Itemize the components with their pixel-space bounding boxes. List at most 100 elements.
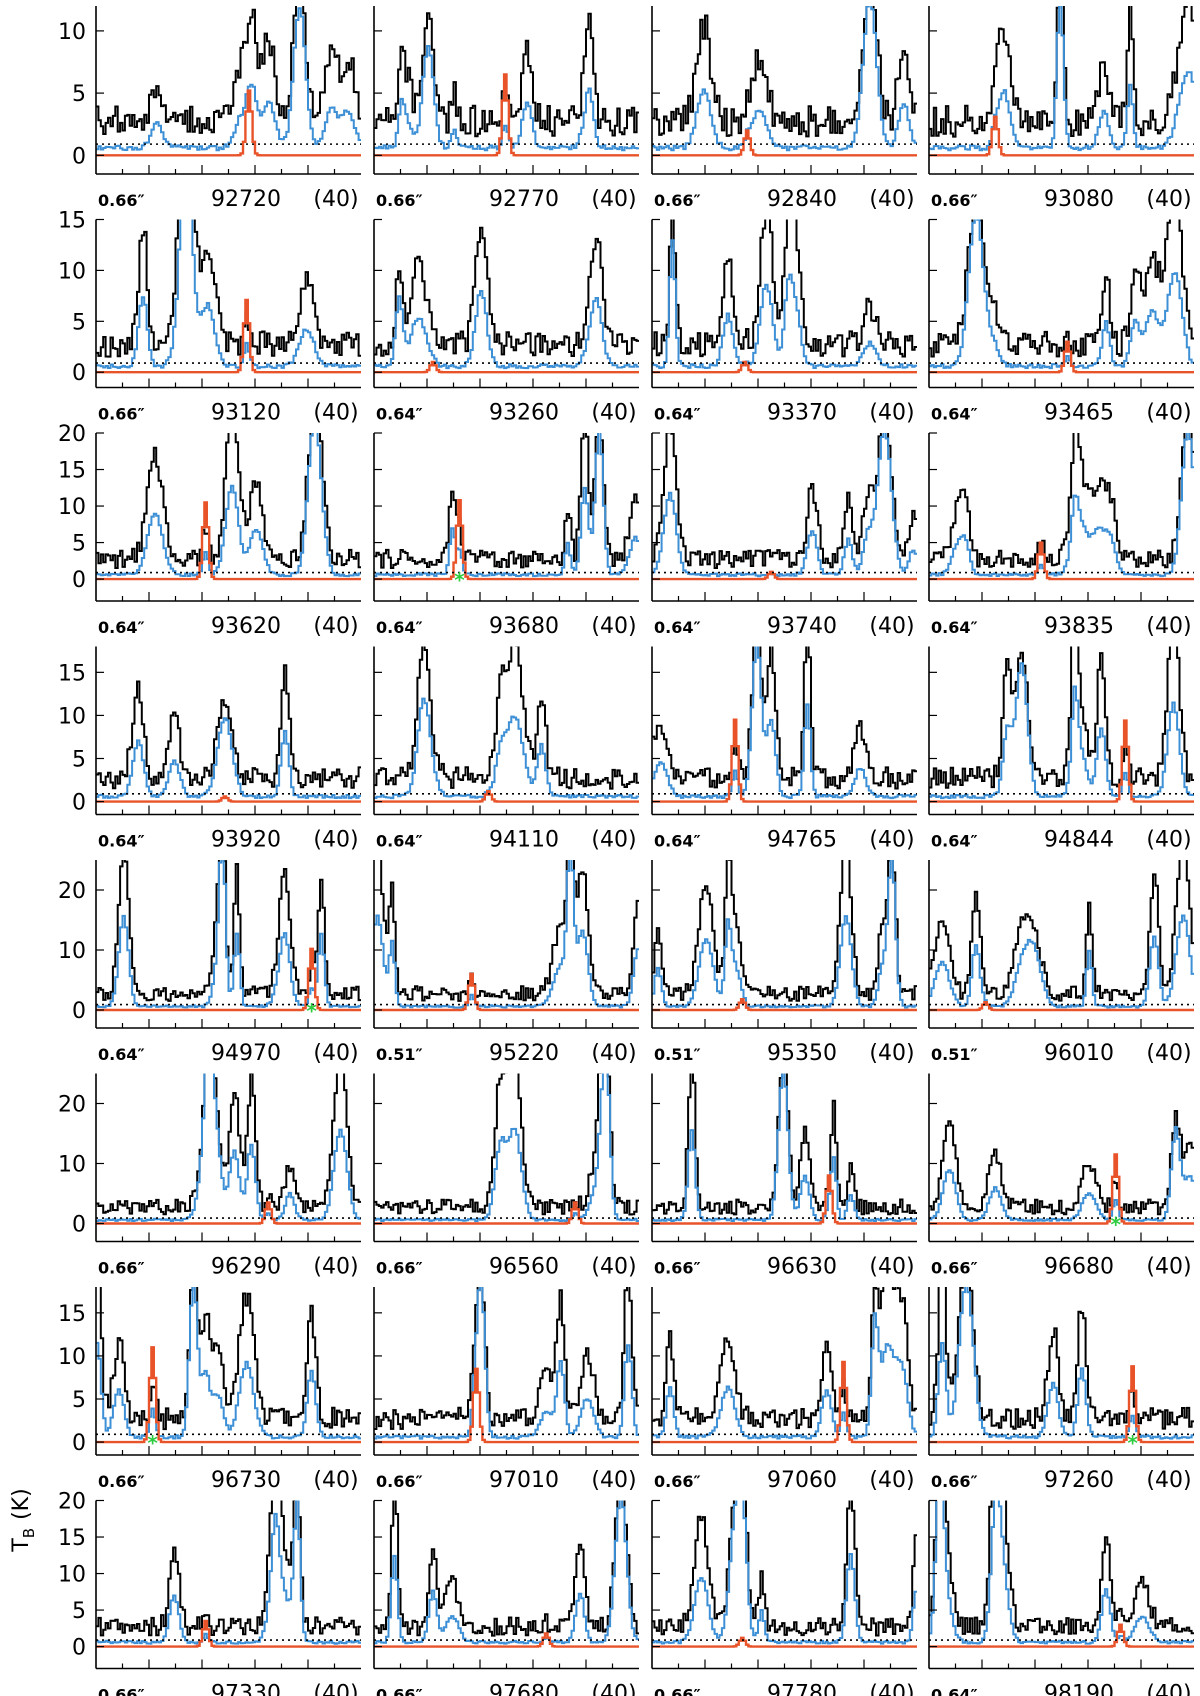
spectrum-panel-97060: 0.66″ 97060 (40) — [651, 1287, 917, 1493]
rms-label: (40) — [313, 1468, 358, 1493]
rms-label: (40) — [1146, 187, 1191, 212]
observed-spectrum-line — [96, 664, 361, 790]
model-spectrum-line — [96, 219, 361, 370]
y-tick-label: 0 — [72, 999, 86, 1024]
model-spectrum-line — [929, 1287, 1194, 1440]
spectrum-panel-97680: 0.66″ 97680 (40) — [373, 1499, 639, 1696]
y-tick-label: 15 — [58, 1526, 86, 1551]
rms-label: (40) — [313, 1255, 358, 1280]
rms-label: (40) — [1146, 1468, 1191, 1493]
spectrum-panel-93465: 0.64″ 93465 (40) — [928, 218, 1194, 426]
beam-size-label: 0.51″ — [654, 1045, 701, 1064]
ylabel-subscript: B — [20, 1528, 38, 1538]
species-spectrum-line — [929, 1623, 1194, 1648]
observed-spectrum-line — [96, 6, 361, 135]
frequency-label: 95220 — [489, 1041, 559, 1066]
y-tick-label: 5 — [72, 748, 86, 773]
frequency-label: 96290 — [211, 1255, 281, 1280]
svg-text:TB(K): TB (K) — [9, 1488, 38, 1552]
spectrum-panel-93370: 0.64″ 93370 (40) — [651, 218, 917, 426]
frequency-label: 97330 — [211, 1682, 281, 1696]
species-spectrum-line — [929, 541, 1194, 581]
y-tick-label: 10 — [58, 20, 86, 45]
frequency-label: 94844 — [1044, 828, 1114, 853]
rms-label: (40) — [591, 1468, 636, 1493]
spectrum-panel-92840: 0.66″ 92840 (40) — [651, 6, 917, 212]
observed-spectrum-line — [929, 646, 1194, 789]
spectrum-panel-97330: 0 5 10 15 20 0.66″ 97330 (40) — [58, 1490, 361, 1696]
beam-size-label: 0.66″ — [98, 1472, 145, 1491]
spectrum-panel-92720: 0 5 10 0.66″ 92720 (40) — [58, 6, 361, 212]
species-spectrum-line — [652, 360, 917, 374]
species-spectrum-line — [929, 1001, 1194, 1012]
model-spectrum-line — [652, 860, 917, 1009]
beam-size-label: 0.64″ — [376, 832, 423, 851]
y-tick-label: 0 — [72, 144, 86, 169]
y-tick-label: 5 — [72, 310, 86, 335]
species-spectrum-line — [652, 1360, 917, 1444]
green-star-marker: * — [306, 999, 317, 1023]
rms-label: (40) — [591, 187, 636, 212]
observed-spectrum-line — [380, 860, 639, 1002]
species-spectrum-line — [929, 719, 1194, 803]
spectrum-panel-93680: * 0.64″ 93680 (40) — [373, 432, 639, 639]
spectrum-panel-96560: 0.66″ 96560 (40) — [373, 1073, 639, 1280]
rms-label: (40) — [869, 187, 914, 212]
species-spectrum-line — [652, 570, 917, 581]
species-spectrum-line — [374, 73, 639, 157]
frequency-label: 95350 — [767, 1041, 837, 1066]
frequency-label: 94970 — [211, 1041, 281, 1066]
spectrum-panel-92770: 0.66″ 92770 (40) — [373, 6, 639, 212]
rms-label: (40) — [591, 614, 636, 639]
y-tick-label: 20 — [58, 879, 86, 904]
panels-layer: 0 5 10 0.66″ 92720 (40) 0.66″ 92770 (40) 0.66″ 928… — [58, 6, 1194, 1696]
y-tick-label: 20 — [58, 1093, 86, 1118]
species-spectrum-line — [374, 360, 639, 374]
y-tick-label: 5 — [72, 82, 86, 107]
frequency-label: 94765 — [767, 828, 837, 853]
frequency-label: 93835 — [1044, 614, 1114, 639]
spectrum-panel-97780: 0.66″ 97780 (40) — [651, 1499, 917, 1696]
model-spectrum-line — [929, 433, 1194, 578]
spectrum-panel-96730: * 0 5 10 15 0.66″ 96730 (40) — [58, 1287, 361, 1493]
beam-size-label: 0.64″ — [931, 1686, 978, 1696]
green-star-marker: * — [1127, 1431, 1138, 1455]
frequency-label: 92840 — [767, 187, 837, 212]
model-spectrum-line — [96, 717, 361, 800]
observed-spectrum-line — [374, 433, 639, 569]
ylabel-main: T — [9, 1538, 34, 1553]
rms-label: (40) — [591, 1682, 636, 1696]
spectrum-panel-97260: * 0.66″ 97260 (40) — [928, 1287, 1194, 1493]
observed-spectrum-line — [96, 219, 361, 358]
observed-spectrum-line — [96, 433, 361, 569]
rms-label: (40) — [869, 1682, 914, 1696]
beam-size-label: 0.66″ — [376, 1686, 423, 1696]
species-spectrum-line — [652, 718, 917, 803]
beam-size-label: 0.51″ — [376, 1045, 423, 1064]
model-spectrum-line — [652, 1312, 917, 1440]
frequency-label: 93120 — [211, 401, 281, 426]
model-spectrum-line — [96, 433, 361, 578]
rms-label: (40) — [1146, 1255, 1191, 1280]
rms-label: (40) — [1146, 401, 1191, 426]
observed-spectrum-line — [652, 1500, 917, 1637]
model-spectrum-line — [96, 860, 361, 1009]
species-spectrum-line — [374, 1201, 639, 1225]
spectrum-panel-98190: 0.64″ 98190 (40) — [928, 1499, 1194, 1696]
y-tick-label: 10 — [58, 495, 86, 520]
beam-size-label: 0.66″ — [98, 1259, 145, 1278]
spectrum-panel-95220: 0.51″ 95220 (40) — [373, 860, 639, 1066]
beam-size-label: 0.66″ — [654, 1259, 701, 1278]
y-tick-label: 15 — [58, 1302, 86, 1327]
model-spectrum-line — [652, 6, 917, 152]
observed-spectrum-line — [929, 1287, 1194, 1430]
model-spectrum-line — [374, 697, 639, 800]
observed-spectrum-line — [374, 1500, 639, 1637]
rms-label: (40) — [591, 828, 636, 853]
y-tick-label: 0 — [72, 1213, 86, 1238]
rms-label: (40) — [869, 1255, 914, 1280]
spectrum-panel-94970: * 0 10 20 0.64″ 94970 (40) — [58, 860, 361, 1066]
model-spectrum-line — [374, 1073, 639, 1223]
y-tick-label: 10 — [58, 939, 86, 964]
